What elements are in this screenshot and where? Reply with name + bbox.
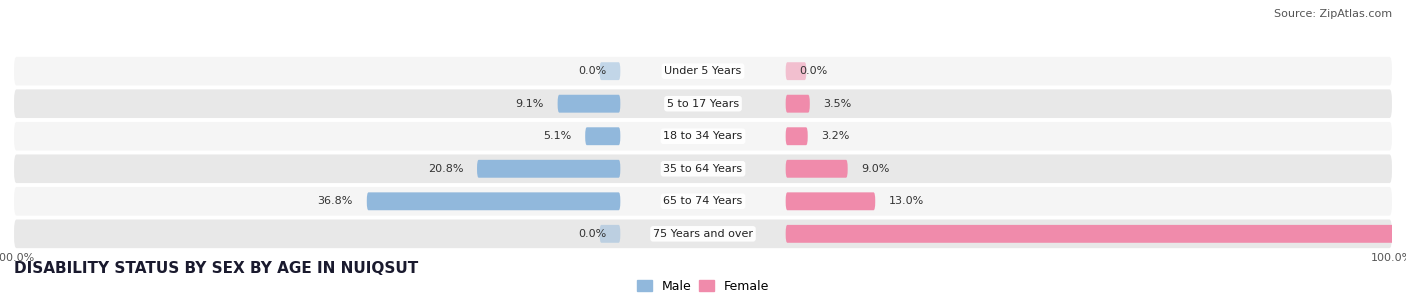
FancyBboxPatch shape xyxy=(477,160,620,178)
FancyBboxPatch shape xyxy=(558,95,620,113)
Text: 0.0%: 0.0% xyxy=(800,66,828,76)
FancyBboxPatch shape xyxy=(367,192,620,210)
FancyBboxPatch shape xyxy=(786,160,848,178)
Text: 9.0%: 9.0% xyxy=(862,164,890,174)
Text: 36.8%: 36.8% xyxy=(318,196,353,206)
FancyBboxPatch shape xyxy=(14,122,1392,151)
Text: 18 to 34 Years: 18 to 34 Years xyxy=(664,131,742,141)
Text: Under 5 Years: Under 5 Years xyxy=(665,66,741,76)
FancyBboxPatch shape xyxy=(14,187,1392,216)
Text: 35 to 64 Years: 35 to 64 Years xyxy=(664,164,742,174)
Text: 75 Years and over: 75 Years and over xyxy=(652,229,754,239)
FancyBboxPatch shape xyxy=(786,192,875,210)
Text: Source: ZipAtlas.com: Source: ZipAtlas.com xyxy=(1274,9,1392,19)
Text: DISABILITY STATUS BY SEX BY AGE IN NUIQSUT: DISABILITY STATUS BY SEX BY AGE IN NUIQS… xyxy=(14,261,419,276)
FancyBboxPatch shape xyxy=(585,127,620,145)
FancyBboxPatch shape xyxy=(599,62,620,80)
FancyBboxPatch shape xyxy=(786,225,1406,243)
FancyBboxPatch shape xyxy=(14,89,1392,118)
FancyBboxPatch shape xyxy=(786,95,810,113)
Text: 3.2%: 3.2% xyxy=(821,131,849,141)
Text: 20.8%: 20.8% xyxy=(427,164,463,174)
Legend: Male, Female: Male, Female xyxy=(637,280,769,293)
FancyBboxPatch shape xyxy=(786,127,807,145)
Text: 5.1%: 5.1% xyxy=(543,131,571,141)
FancyBboxPatch shape xyxy=(786,62,807,80)
FancyBboxPatch shape xyxy=(14,220,1392,248)
Text: 9.1%: 9.1% xyxy=(516,99,544,109)
Text: 3.5%: 3.5% xyxy=(824,99,852,109)
Text: 5 to 17 Years: 5 to 17 Years xyxy=(666,99,740,109)
Text: 65 to 74 Years: 65 to 74 Years xyxy=(664,196,742,206)
FancyBboxPatch shape xyxy=(14,57,1392,85)
Text: 0.0%: 0.0% xyxy=(578,66,606,76)
FancyBboxPatch shape xyxy=(599,225,620,243)
FancyBboxPatch shape xyxy=(14,154,1392,183)
Text: 13.0%: 13.0% xyxy=(889,196,924,206)
Text: 0.0%: 0.0% xyxy=(578,229,606,239)
